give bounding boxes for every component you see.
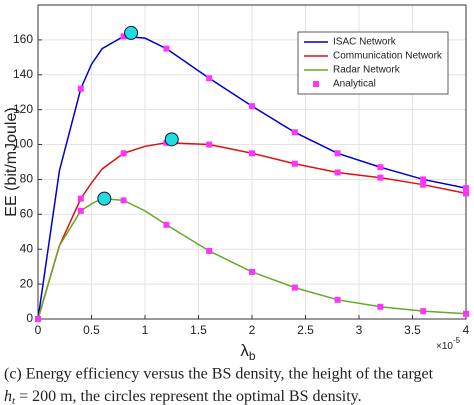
analytical-marker	[463, 310, 469, 317]
analytical-marker	[420, 308, 427, 315]
legend-label: ISAC Network	[333, 37, 397, 48]
analytical-marker	[334, 169, 341, 176]
analytical-marker	[334, 296, 341, 303]
y-tick-label: 140	[13, 67, 33, 81]
analytical-marker	[120, 197, 127, 204]
y-tick-label: 80	[20, 172, 34, 186]
analytical-marker	[163, 221, 170, 228]
x-tick-label: 3.5	[404, 323, 421, 337]
y-tick-label: 160	[13, 32, 33, 46]
caption: (c) Energy efficiency versus the BS dens…	[4, 366, 434, 383]
analytical-marker	[377, 164, 384, 171]
analytical-marker	[120, 33, 127, 40]
caption-sub: t	[12, 395, 16, 405]
x-tick-label: 2.5	[297, 323, 314, 337]
legend: ISAC Network Communication Network Radar N…	[297, 31, 449, 95]
analytical-marker	[420, 181, 427, 188]
optimum-circle	[164, 132, 179, 147]
legend-label: Analytical	[333, 79, 376, 90]
y-tick-label: 100	[13, 137, 33, 151]
caption: ht = 200 m, the circles represent the op…	[4, 388, 362, 405]
legend-label: Radar Network	[333, 65, 401, 76]
analytical-marker	[334, 150, 341, 157]
analytical-marker	[291, 129, 298, 136]
analytical-marker	[291, 284, 298, 291]
x-tick-label: 1	[142, 323, 149, 337]
analytical-marker	[420, 176, 427, 183]
x-tick-label: 1.5	[190, 323, 207, 337]
analytical-marker	[35, 316, 41, 322]
analytical-marker	[206, 141, 213, 148]
y-tick-label: 120	[13, 102, 33, 116]
analytical-marker	[249, 268, 255, 275]
x-tick-label: 4	[463, 323, 470, 337]
x-axis-label-main: λ	[240, 341, 249, 360]
x-tick-label: 0.5	[83, 323, 100, 337]
x-axis-label: λb	[240, 341, 256, 363]
legend-label: Communication Network	[333, 51, 443, 62]
analytical-marker	[463, 190, 469, 197]
x-multiplier: ×10-5	[436, 336, 461, 352]
x-axis-label-sub: b	[249, 349, 256, 363]
analytical-marker	[377, 174, 384, 181]
optimum-circle	[124, 25, 139, 40]
y-tick-label: 20	[20, 276, 34, 290]
x-multiplier-base: ×10	[436, 341, 453, 352]
analytical-marker	[206, 75, 213, 82]
x-multiplier-exp: -5	[453, 336, 461, 345]
analytical-marker	[77, 195, 84, 202]
optimum-circle	[97, 191, 112, 206]
analytical-marker	[463, 185, 469, 192]
analytical-marker	[249, 150, 255, 157]
analytical-marker	[120, 150, 127, 157]
analytical-marker	[377, 303, 384, 310]
y-axis-label: EE (bit/mJoule)	[3, 107, 20, 216]
caption-rest: = 200 m, the circles represent the optim…	[15, 388, 362, 405]
analytical-marker	[249, 103, 255, 110]
analytical-marker	[291, 160, 298, 167]
analytical-marker	[163, 45, 170, 52]
y-tick-label: 40	[20, 241, 34, 255]
legend-marker	[313, 81, 319, 87]
x-tick-label: 3	[356, 323, 363, 337]
analytical-marker	[77, 207, 84, 214]
analytical-marker	[77, 85, 84, 92]
caption-h: h	[4, 388, 12, 405]
analytical-marker	[206, 247, 213, 254]
y-tick-label: 60	[20, 207, 34, 221]
y-tick-label: 0	[26, 311, 33, 325]
x-tick-label: 0	[35, 323, 42, 337]
x-tick-label: 2	[249, 323, 256, 337]
plot-frame	[37, 4, 467, 320]
